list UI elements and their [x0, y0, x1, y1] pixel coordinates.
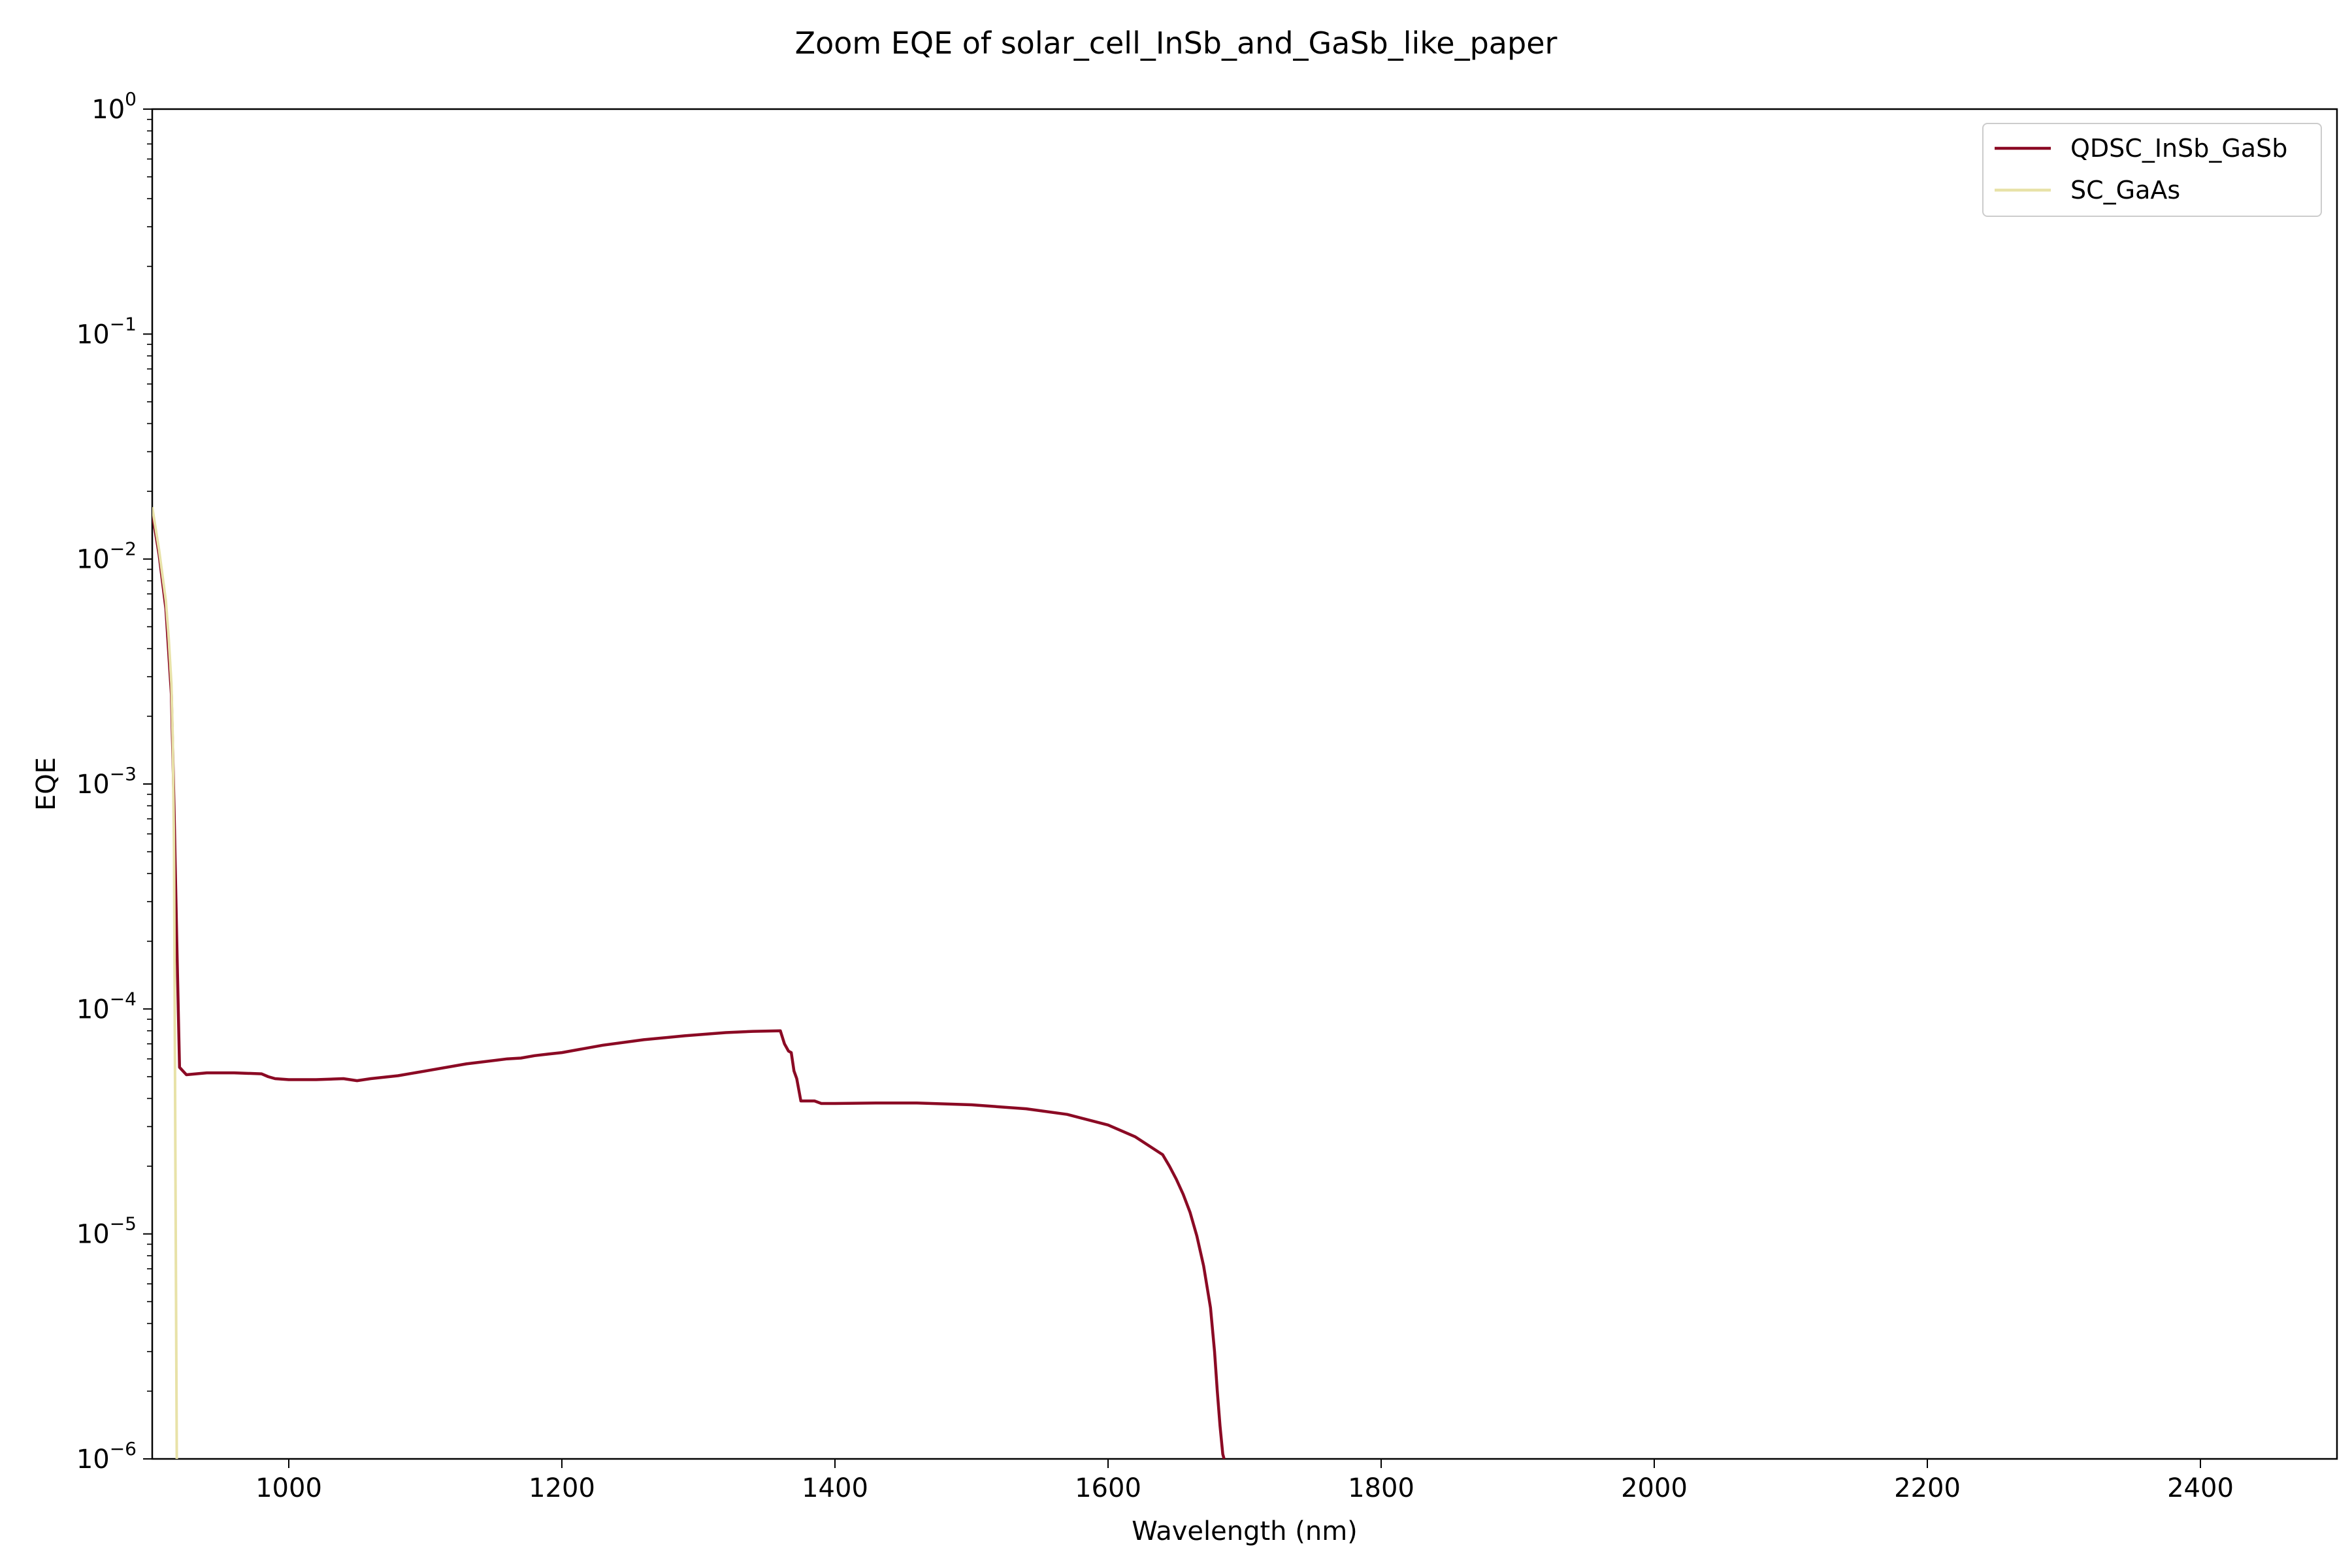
y-tick-label: 10−1: [76, 313, 137, 350]
y-tick-label: 10−4: [76, 988, 137, 1024]
chart-title: Zoom EQE of solar_cell_InSb_and_GaSb_lik…: [795, 25, 1558, 61]
x-tick-label: 1000: [255, 1473, 322, 1503]
x-tick-label: 1400: [802, 1473, 868, 1503]
x-tick-label: 1600: [1075, 1473, 1141, 1503]
x-tick-label: 2400: [2167, 1473, 2234, 1503]
y-tick-label: 100: [91, 88, 137, 125]
x-tick-label: 2000: [1621, 1473, 1688, 1503]
legend-label: QDSC_InSb_GaSb: [2070, 134, 2287, 163]
series-line-qdsc_insb_gasb: [152, 513, 1226, 1459]
x-tick-label: 2200: [1894, 1473, 1961, 1503]
x-axis: 1000 1200 1400 1600 1800 2000 2200 2400: [255, 1459, 2234, 1503]
x-axis-label: Wavelength (nm): [1132, 1516, 1358, 1546]
series-line-sc_gaas: [152, 506, 178, 1459]
y-tick-label: 10−5: [76, 1213, 137, 1250]
y-axis-label: EQE: [31, 757, 61, 811]
y-tick-label: 10−6: [76, 1438, 137, 1475]
legend: QDSC_InSb_GaSb SC_GaAs: [1982, 123, 2322, 217]
y-tick-label: 10−3: [76, 763, 137, 800]
legend-box: [1982, 123, 2322, 217]
y-tick-label: 10−2: [76, 538, 137, 575]
plot-area: [151, 108, 2338, 1460]
x-tick-label: 1800: [1348, 1473, 1414, 1503]
legend-label: SC_GaAs: [2070, 176, 2180, 204]
x-tick-label: 1200: [529, 1473, 595, 1503]
plot-frame: [151, 108, 2338, 1460]
series-layer: [152, 506, 1226, 1459]
y-axis: 10−6 10−5 10−4 10−3 10−2 10−1 100: [76, 88, 152, 1475]
